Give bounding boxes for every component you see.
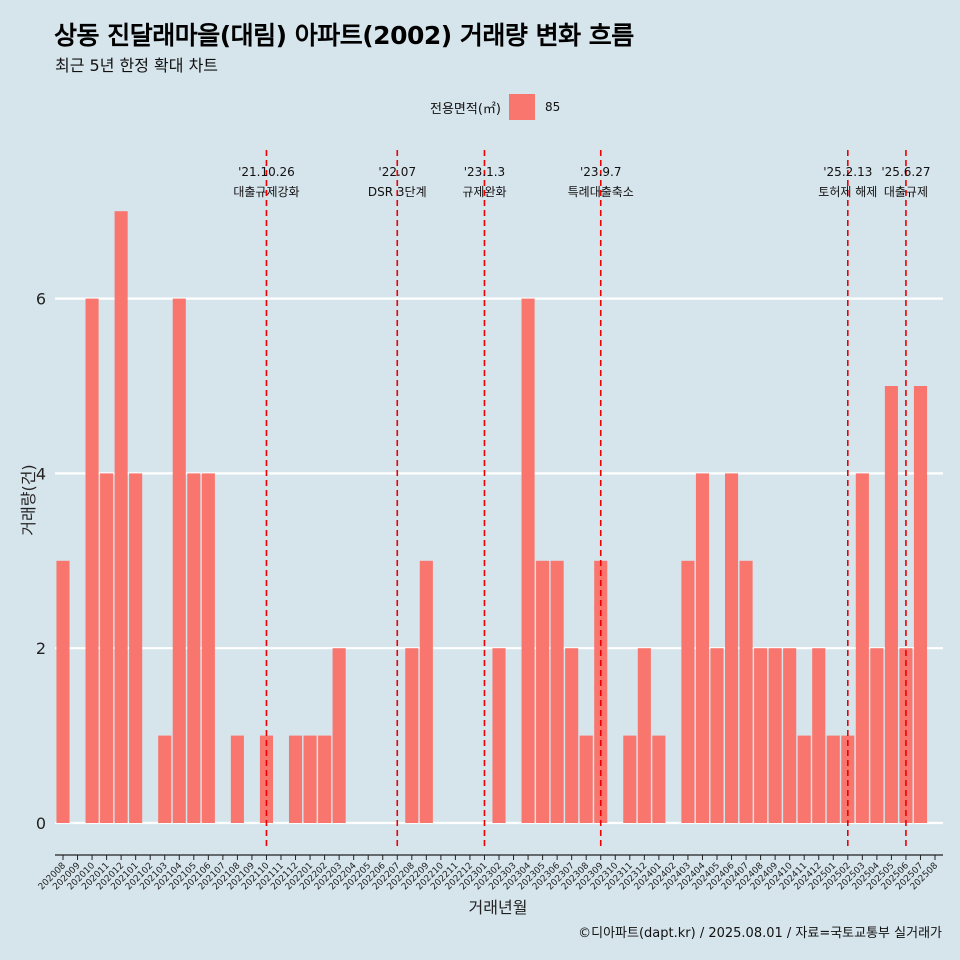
bar xyxy=(288,735,303,823)
bar xyxy=(710,648,724,823)
bar xyxy=(768,648,782,823)
bar xyxy=(797,735,811,823)
bar xyxy=(492,648,506,823)
bar xyxy=(303,735,317,823)
annotation-label: DSR 3단계 xyxy=(368,185,427,199)
bar xyxy=(201,473,215,823)
bar xyxy=(652,735,666,823)
annotation-date: '21.10.26 xyxy=(238,165,295,179)
legend-swatch xyxy=(508,94,535,120)
bar xyxy=(536,560,550,823)
bar xyxy=(405,648,419,823)
bar xyxy=(637,648,651,823)
bar xyxy=(739,560,753,823)
annotation-date: '25.6.27 xyxy=(881,165,930,179)
legend-title: 전용면적(㎡) xyxy=(430,101,501,117)
annotation-label: 규제완화 xyxy=(462,185,506,199)
y-axis-title: 거래량(건) xyxy=(19,464,38,535)
bar xyxy=(114,211,128,823)
annotation-label: 특례대출축소 xyxy=(568,185,634,199)
bar xyxy=(85,298,99,824)
chart-subtitle: 최근 5년 한정 확대 차트 xyxy=(55,56,219,75)
bar xyxy=(623,735,637,823)
bar xyxy=(56,560,70,823)
source-caption: ©디아파트(dapt.kr) / 2025.08.01 / 자료=국토교통부 실… xyxy=(578,926,942,941)
legend-entry-label: 85 xyxy=(544,100,561,114)
bar xyxy=(565,648,579,823)
bar xyxy=(884,386,898,823)
bar xyxy=(695,473,710,823)
annotation-label: 대출규제강화 xyxy=(233,185,299,199)
annotation-label: 대출규제 xyxy=(884,185,928,199)
bar xyxy=(187,473,201,823)
bar xyxy=(783,648,797,823)
bar xyxy=(259,735,274,823)
bar xyxy=(318,735,332,823)
bar xyxy=(172,298,186,824)
y-tick-label: 6 xyxy=(36,290,46,309)
annotation-date: '23.1.3 xyxy=(464,165,505,179)
bar xyxy=(754,648,768,823)
bar xyxy=(841,735,855,823)
bar xyxy=(579,735,593,823)
bar xyxy=(230,735,244,823)
annotation-date: '25.2.13 xyxy=(823,165,872,179)
y-tick-label: 4 xyxy=(36,464,46,483)
annotation-date: '23.9.7 xyxy=(580,165,621,179)
bar xyxy=(724,473,739,823)
legend: 전용면적(㎡) 85 xyxy=(430,93,560,121)
bar xyxy=(812,648,826,823)
bar xyxy=(550,560,564,823)
bar xyxy=(521,298,535,824)
bar xyxy=(855,473,869,823)
chart-title: 상동 진달래마을(대림) 아파트(2002) 거래량 변화 흐름 xyxy=(54,21,634,50)
bar xyxy=(332,648,346,823)
y-tick-label: 0 xyxy=(36,814,46,833)
bar xyxy=(419,560,433,823)
bar xyxy=(158,735,172,823)
annotation-date: '22.07 xyxy=(378,165,416,179)
bar xyxy=(870,648,884,823)
annotation-label: 토허제 해제 xyxy=(818,185,877,199)
bar xyxy=(100,473,114,823)
bar xyxy=(681,560,695,823)
x-axis-title: 거래년월 xyxy=(469,898,528,917)
bar xyxy=(129,473,143,823)
bar xyxy=(826,735,840,823)
bar xyxy=(913,386,928,823)
y-tick-label: 2 xyxy=(36,639,46,658)
